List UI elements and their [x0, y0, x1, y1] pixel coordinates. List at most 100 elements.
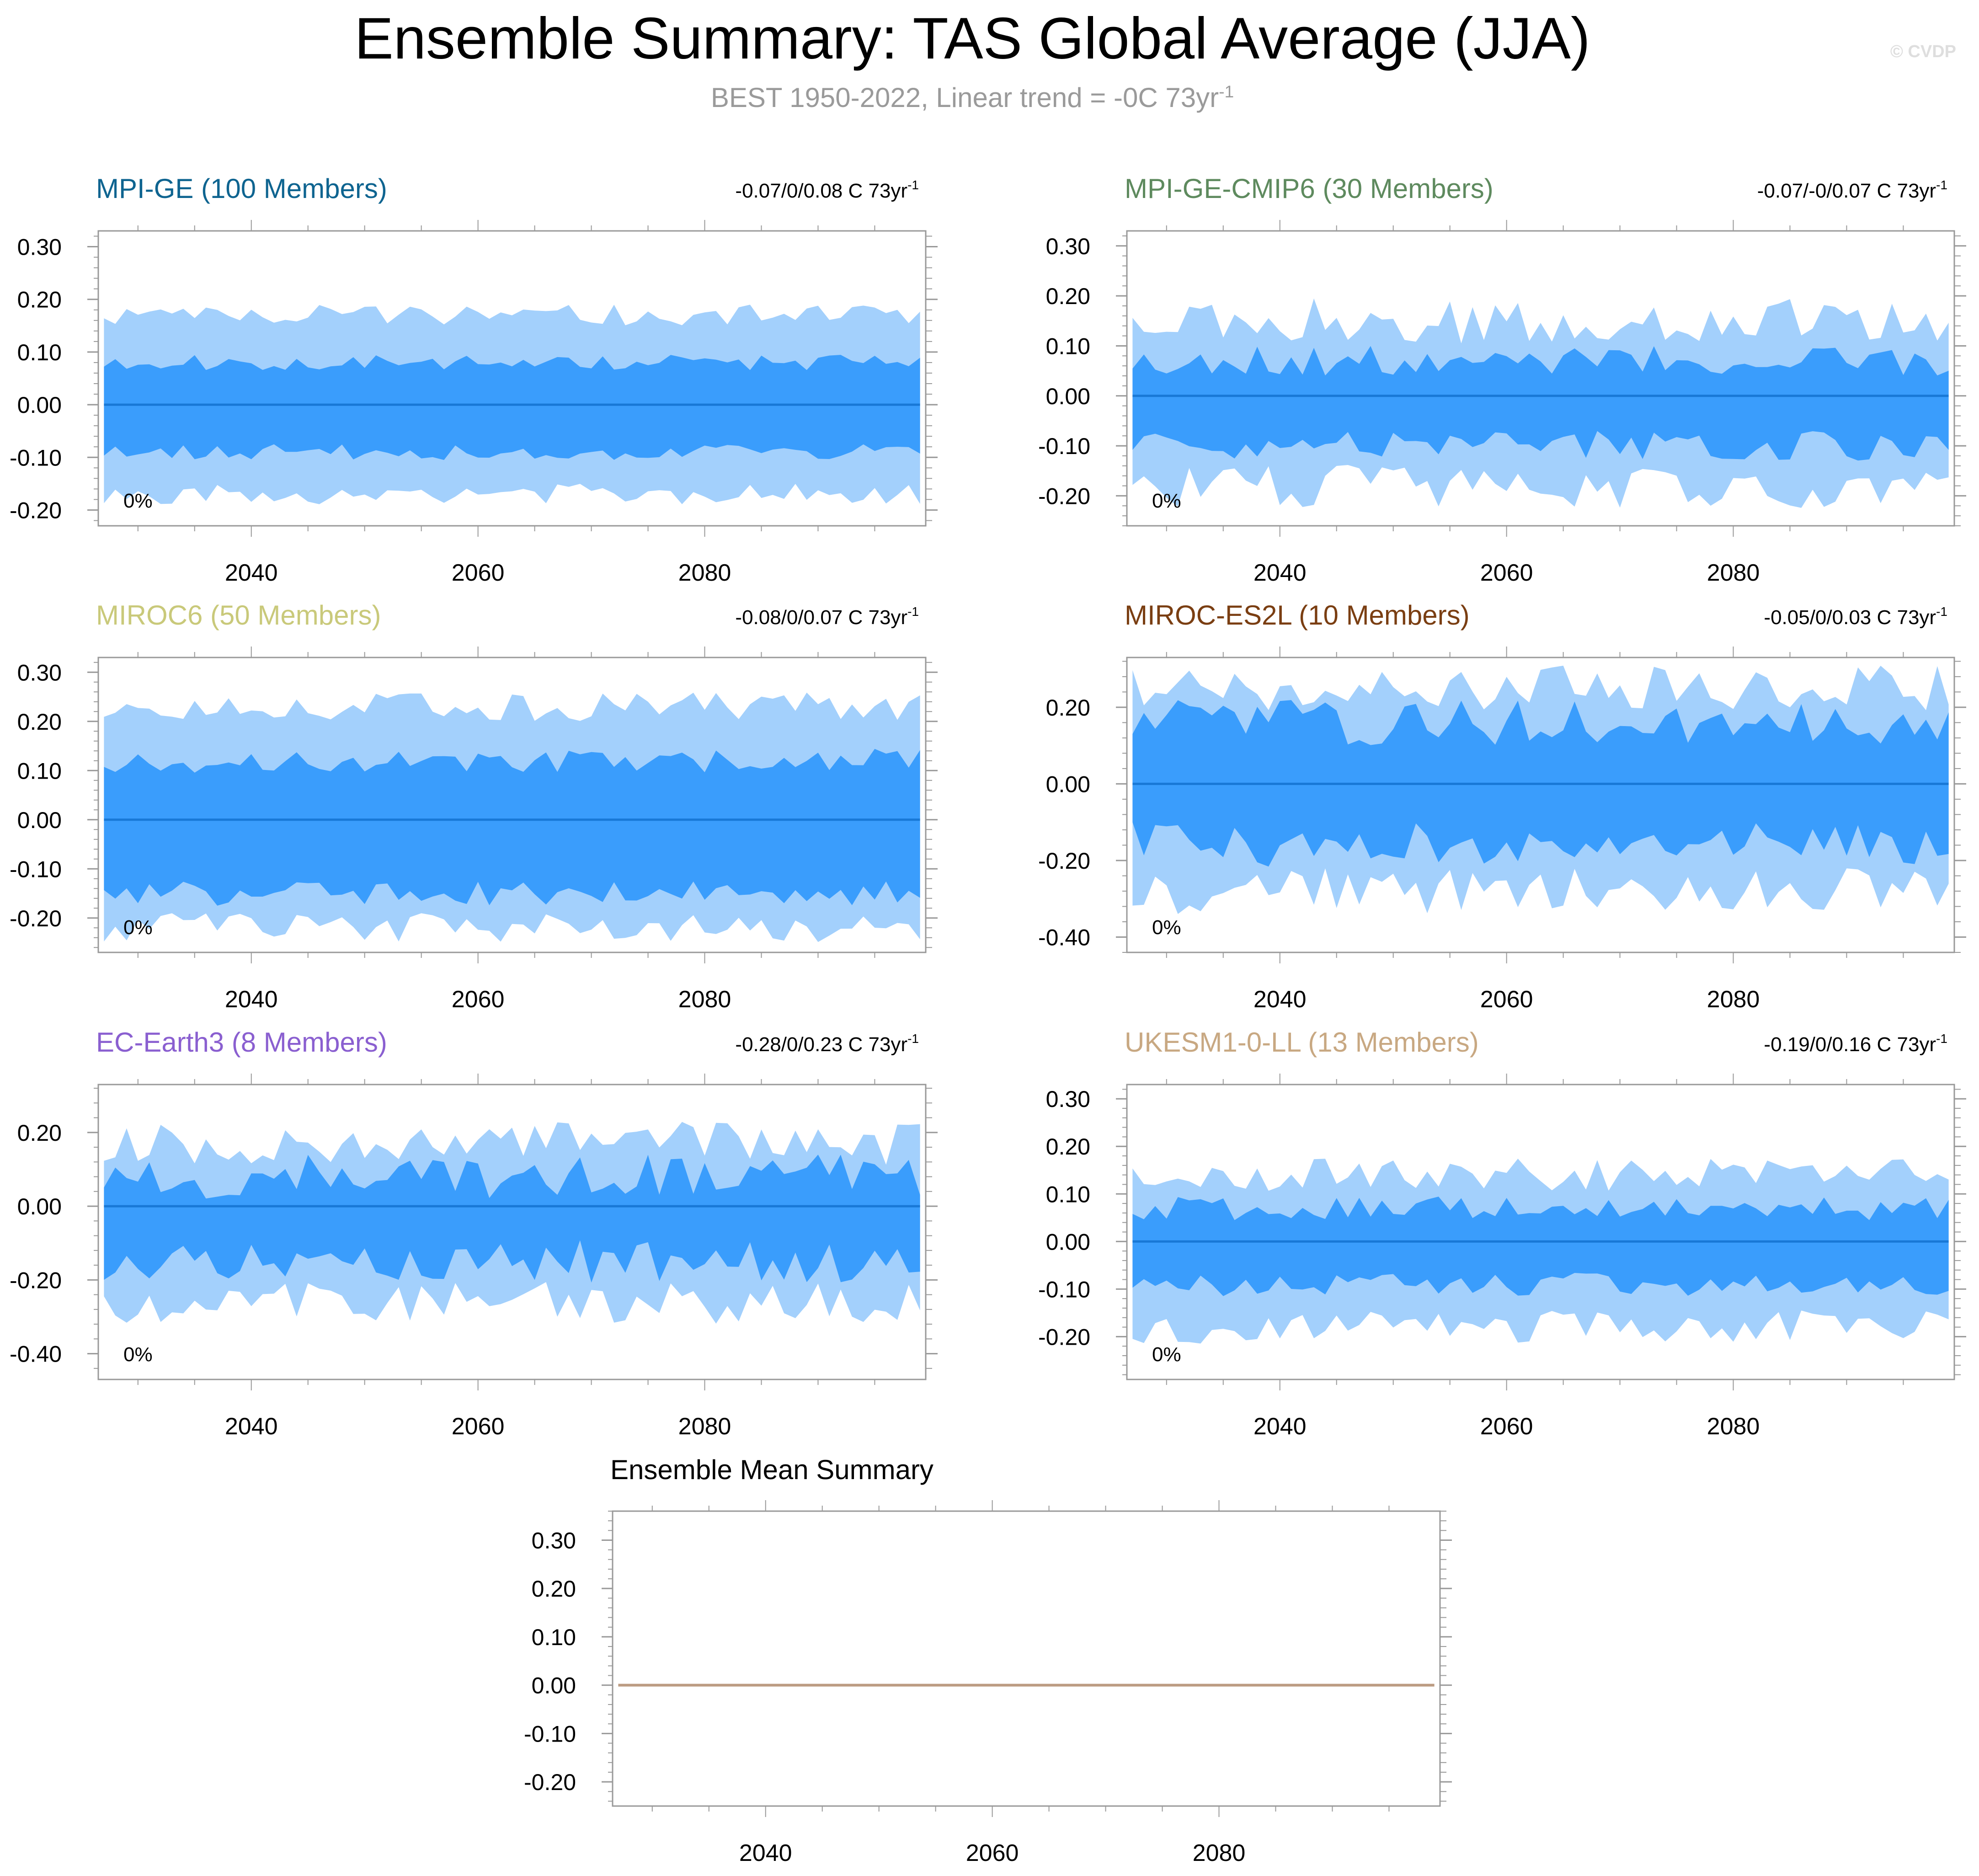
chart-title: Ensemble Mean Summary: [610, 1454, 933, 1485]
y-tick-label: 0.20: [1046, 1134, 1090, 1160]
plot-area: [1132, 1159, 1949, 1344]
inner-spread-band: [104, 748, 920, 906]
plot-frame: [1126, 657, 1955, 953]
chart-panel-5: -0.40 -0.20 0.00 0.20 2040 2060 2080 EC-Earth3 …: [10, 1027, 938, 1440]
y-tick-label: 0.20: [17, 287, 62, 313]
inner-spread-band: [1132, 346, 1949, 461]
chart-title: MPI-GE-CMIP6 (30 Members): [1125, 173, 1494, 204]
chart-panel-2: -0.20 -0.10 0.00 0.10 0.20 0.30 2040 2060 2080 MP…: [1038, 173, 1966, 586]
x-tick-label: 2080: [678, 1413, 731, 1440]
y-tick-label: -0.10: [10, 856, 62, 882]
y-tick-label: 0.20: [532, 1576, 576, 1602]
y-tick-label: 0.00: [1046, 384, 1090, 409]
subtitle-text: BEST 1950-2022, Linear trend = -0C 73yr: [710, 82, 1219, 113]
trend-range-label: -0.07/-0/0.07 C 73yr-1: [1757, 178, 1947, 202]
chart-panel-1: -0.20 -0.10 0.00 0.10 0.20 0.30 2040 2060 2080 MP…: [10, 173, 938, 586]
y-tick-label: 0.00: [17, 392, 62, 418]
x-tick-label: 2080: [678, 560, 731, 586]
trend-range-value: -0.07/-0/0.07 C 73yr: [1757, 180, 1936, 202]
plot-area: [104, 692, 920, 942]
chart-panel-6: -0.20 -0.10 0.00 0.10 0.20 0.30 2040 2060 2080 UK…: [1038, 1027, 1966, 1440]
subtitle-exponent: -1: [1219, 82, 1234, 101]
chart-title: MIROC-ES2L (10 Members): [1125, 600, 1470, 631]
percent-label: 0%: [1152, 916, 1181, 939]
trend-range-value: -0.08/0/0.07 C 73yr: [735, 606, 907, 629]
chart-panel-3: -0.20 -0.10 0.00 0.10 0.20 0.30 2040 2060 2080 MI…: [10, 600, 938, 1013]
y-tick-label: 0.10: [532, 1625, 576, 1650]
x-tick-label: 2040: [225, 560, 278, 586]
trend-range-value: -0.19/0/0.16 C 73yr: [1764, 1033, 1936, 1056]
trend-range-value: -0.28/0/0.23 C 73yr: [735, 1033, 907, 1056]
inner-spread-band: [104, 1154, 920, 1283]
plot-area: [1132, 298, 1949, 508]
y-tick-label: -0.10: [10, 445, 62, 470]
y-tick-label: -0.20: [10, 1267, 62, 1293]
inner-spread-band: [1132, 1197, 1949, 1296]
trend-range-label: -0.05/0/0.03 C 73yr-1: [1764, 604, 1947, 629]
y-tick-label: -0.20: [1038, 483, 1090, 509]
chart-title: MIROC6 (50 Members): [96, 600, 381, 631]
y-tick-label: -0.20: [524, 1769, 576, 1795]
percent-label: 0%: [123, 490, 153, 512]
cvdp-watermark: © CVDP: [1890, 42, 1956, 61]
trend-range-label: -0.07/0/0.08 C 73yr-1: [735, 178, 919, 202]
x-tick-label: 2040: [1254, 1413, 1307, 1440]
chart-panel-4: -0.40 -0.20 0.00 0.20 2040 2060 2080 MIROC-ES2L…: [1038, 600, 1966, 1013]
trend-range-exponent: -1: [907, 1032, 919, 1046]
y-tick-label: -0.10: [1038, 1277, 1090, 1302]
plot-frame: [1126, 230, 1955, 527]
trend-range-exponent: -1: [1936, 178, 1947, 192]
trend-range-exponent: -1: [1936, 1032, 1947, 1046]
y-tick-label: -0.10: [1038, 433, 1090, 459]
x-tick-label: 2040: [739, 1840, 792, 1866]
trend-range-label: -0.08/0/0.07 C 73yr-1: [735, 604, 919, 629]
x-tick-label: 2060: [1480, 986, 1533, 1013]
y-tick-label: -0.20: [10, 906, 62, 931]
x-tick-label: 2080: [1707, 1413, 1760, 1440]
x-tick-label: 2040: [225, 1413, 278, 1440]
y-tick-label: 0.00: [1046, 1229, 1090, 1255]
y-tick-label: 0.00: [17, 1194, 62, 1219]
y-tick-label: -0.40: [1038, 925, 1090, 950]
percent-label: 0%: [1152, 1343, 1181, 1366]
plot-frame: [97, 657, 927, 953]
trend-range-exponent: -1: [907, 604, 919, 619]
percent-label: 0%: [123, 1343, 153, 1366]
plot-area: [104, 1122, 920, 1324]
page-title: Ensemble Summary: TAS Global Average (JJ…: [354, 6, 1590, 71]
y-tick-label: 0.00: [532, 1673, 576, 1699]
y-tick-label: 0.10: [17, 340, 62, 365]
trend-range-label: -0.28/0/0.23 C 73yr-1: [735, 1032, 919, 1056]
y-tick-label: 0.30: [532, 1528, 576, 1553]
y-tick-label: 0.30: [17, 660, 62, 685]
x-tick-label: 2080: [1707, 986, 1760, 1013]
chart-panel-7: -0.20 -0.10 0.00 0.10 0.20 0.30 2040 2060 2080 En…: [524, 1454, 1452, 1866]
plot-frame: [612, 1510, 1441, 1807]
plot-area: [104, 305, 920, 504]
y-tick-label: -0.10: [524, 1721, 576, 1747]
y-tick-label: 0.10: [17, 758, 62, 784]
y-tick-label: 0.20: [1046, 695, 1090, 721]
y-tick-label: 0.10: [1046, 1181, 1090, 1207]
x-tick-label: 2060: [966, 1840, 1019, 1866]
x-tick-label: 2040: [1254, 986, 1307, 1013]
chart-title: MPI-GE (100 Members): [96, 173, 387, 204]
percent-label: 0%: [1152, 490, 1181, 512]
plot-frame: [97, 230, 927, 527]
plot-frame: [97, 1084, 927, 1380]
x-tick-label: 2060: [452, 1413, 505, 1440]
y-tick-label: -0.20: [10, 497, 62, 523]
x-tick-label: 2060: [452, 560, 505, 586]
chart-title: EC-Earth3 (8 Members): [96, 1027, 387, 1058]
x-tick-label: 2040: [225, 986, 278, 1013]
page-subtitle: BEST 1950-2022, Linear trend = -0C 73yr-…: [0, 73, 1945, 116]
x-tick-label: 2080: [678, 986, 731, 1013]
x-tick-label: 2060: [1480, 1413, 1533, 1440]
y-tick-label: 0.30: [1046, 1086, 1090, 1112]
trend-range-exponent: -1: [1936, 604, 1947, 619]
trend-range-value: -0.07/0/0.08 C 73yr: [735, 180, 907, 202]
y-tick-label: 0.10: [1046, 333, 1090, 359]
y-tick-label: 0.30: [17, 235, 62, 260]
trend-range-exponent: -1: [907, 178, 919, 192]
